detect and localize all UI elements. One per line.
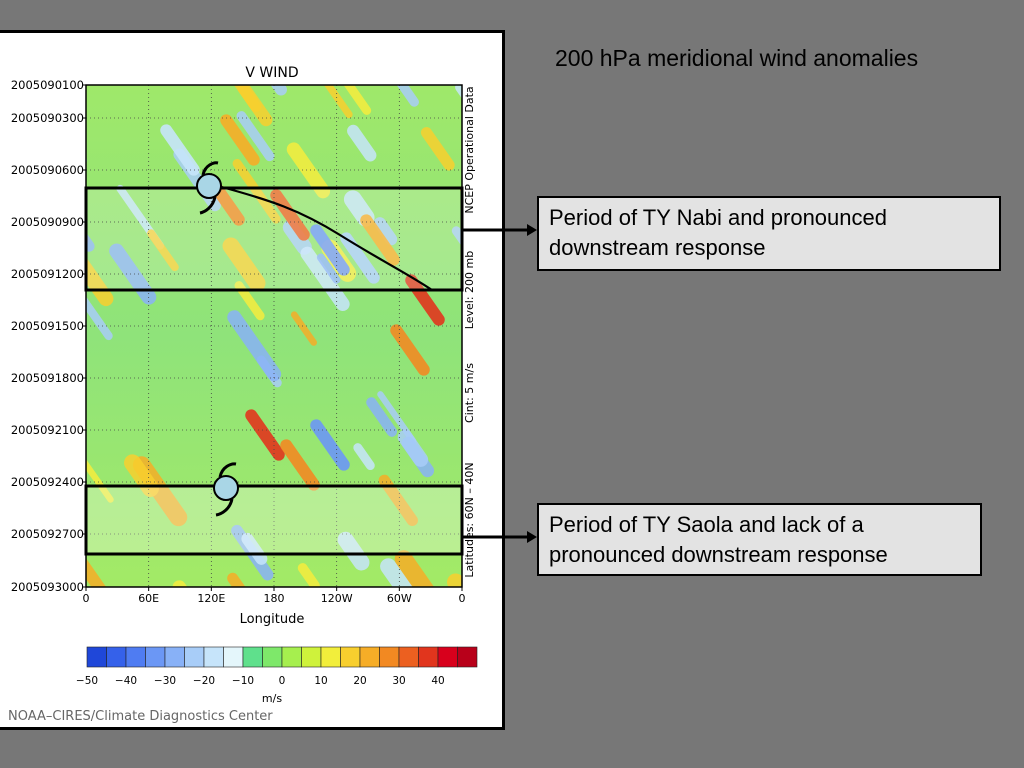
slide-title: 200 hPa meridional wind anomalies [555,45,919,71]
x-axis-label: Longitude [240,612,305,627]
grid-lines [86,85,462,587]
colorbar-swatch [398,646,419,668]
colorbar-swatch [340,646,361,668]
colorbar-tick-label: 10 [314,675,327,687]
colorbar-swatch [86,646,107,668]
colorbar-tick-label: −20 [193,675,215,687]
colorbar-swatch [262,646,283,668]
colorbar-tick-label: −50 [76,675,98,687]
colorbar-swatch [301,646,322,668]
colorbar-swatch [242,646,263,668]
colorbar: −50 −40 −30 −20 −10 0 10 20 30 40 [76,646,478,687]
colorbar-swatch [437,646,458,668]
colorbar-swatch [418,646,439,668]
colorbar-swatch [125,646,146,668]
right-annotation: Latitudes: 60N – 40N [463,462,476,577]
colorbar-tick-label: 20 [353,675,366,687]
arrow-to-nabi-callout [462,224,537,236]
y-tick-label: 2005090100 [11,78,84,92]
colorbar-tick-label: −10 [232,675,254,687]
y-tick-label: 2005091200 [11,267,84,281]
colorbar-swatch [223,646,244,668]
credit-text: NOAA–CIRES/Climate Diagnostics Center [8,709,273,724]
typhoon-nabi-icon [196,161,222,215]
right-annotation: Level: 200 mb [463,251,476,329]
y-tick-label: 2005091800 [11,371,84,385]
colorbar-swatch [281,646,302,668]
colorbar-tick-label: −40 [115,675,137,687]
x-axis-ticks: 0 60E 120E 180 120W 60W 0 [83,587,466,605]
colorbar-unit: m/s [262,692,282,705]
x-tick-label: 120E [197,592,225,605]
y-tick-label: 2005090900 [11,215,84,229]
colorbar-swatch [203,646,224,668]
chart-title: V WIND [245,65,298,81]
colorbar-tick-label: −30 [154,675,176,687]
colorbar-tick-label: 30 [392,675,405,687]
y-axis-ticks: 2005090100 2005090300 2005090600 2005090900… [11,78,86,594]
right-annotation: Cint: 5 m/s [463,363,476,423]
y-tick-label: 2005090600 [11,163,84,177]
x-tick-label: 120W [321,592,353,605]
colorbar-tick-label: 40 [431,675,444,687]
callout-nabi: Period of TY Nabi and pronounced downstr… [537,196,1001,271]
y-tick-label: 2005090300 [11,111,84,125]
colorbar-swatch [320,646,341,668]
saola-period-box [84,484,464,556]
x-tick-label: 0 [83,592,90,605]
y-tick-label: 2005093000 [11,580,84,594]
y-tick-label: 2005092700 [11,527,84,541]
y-tick-label: 2005092100 [11,423,84,437]
y-tick-label: 2005091500 [11,319,84,333]
colorbar-swatch [359,646,380,668]
typhoon-saola-icon [213,462,239,517]
wave-propagation-line [217,184,433,291]
x-tick-label: 60W [387,592,412,605]
x-tick-label: 180 [264,592,285,605]
right-annotations: NCEP Operational Data Level: 200 mb Cint: … [463,86,476,577]
colorbar-swatch [379,646,400,668]
callout-saola: Period of TY Saola and lack of a pronoun… [537,503,982,576]
colorbar-tick-label: 0 [279,675,286,687]
y-tick-label: 2005092400 [11,475,84,489]
colorbar-swatch [457,646,478,668]
colorbar-swatch [184,646,205,668]
colorbar-swatch [106,646,127,668]
colorbar-swatch [145,646,166,668]
x-tick-label: 0 [459,592,466,605]
colorbar-swatch [164,646,185,668]
x-tick-label: 60E [138,592,159,605]
right-annotation: NCEP Operational Data [463,86,476,213]
nabi-period-box [84,186,464,292]
arrow-to-saola-callout [462,531,537,543]
